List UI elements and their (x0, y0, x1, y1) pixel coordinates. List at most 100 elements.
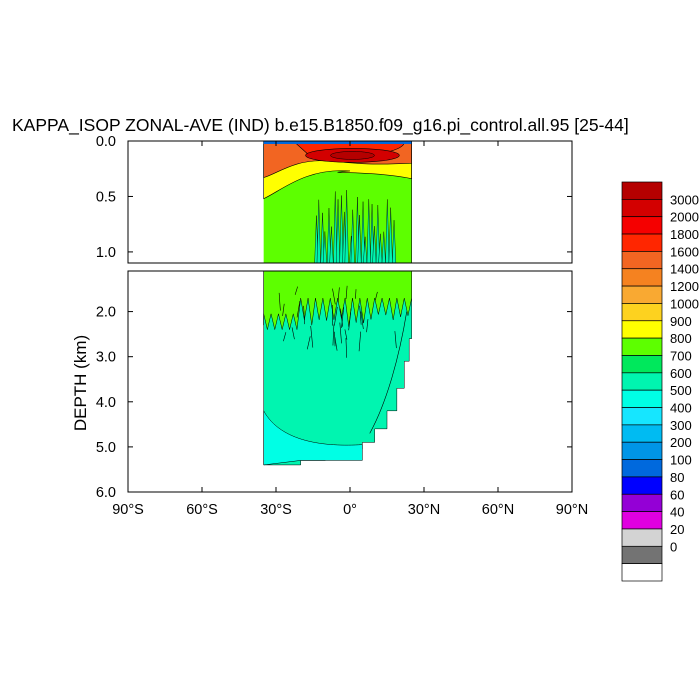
lower-y-tick-label: 4.0 (96, 395, 116, 411)
cyan-spike (339, 195, 344, 263)
colorbar-label: 1400 (670, 262, 699, 277)
contour-stroke (278, 292, 281, 311)
contour-stroke (355, 289, 357, 299)
colorbar-label: 80 (670, 470, 684, 485)
cyan-spike (333, 191, 338, 263)
cyan-spike (385, 199, 390, 263)
colorbar-swatch (621, 372, 663, 391)
cyan-spike (357, 215, 362, 263)
colorbar-swatch (621, 493, 663, 512)
lower-y-tick-label: 3.0 (96, 350, 116, 366)
cyan-spike (350, 209, 355, 263)
colorbar-label: 1000 (670, 296, 699, 311)
colorbar-label: 1200 (670, 279, 699, 294)
x-axis: 90°S 60°S 30°S 0° 30°N 60°N 90°N (112, 141, 588, 518)
cyan-spike (363, 236, 368, 263)
colorbar-swatch (621, 303, 663, 322)
colorbar-label: 500 (670, 383, 692, 398)
x-tick-label: 90°S (112, 502, 144, 518)
cyan-spike (320, 212, 325, 263)
cyan-spike (336, 199, 341, 263)
contour-stroke (334, 306, 338, 326)
lower-y-tick-label: 2.0 (96, 305, 116, 321)
colorbar-swatch (621, 181, 663, 200)
upper-green-field (263, 271, 412, 330)
surface-strip (263, 141, 412, 144)
contour-stroke (282, 303, 285, 316)
x-tick-label: 90°N (556, 502, 588, 518)
contour-stroke (291, 327, 295, 340)
colorbar-label: 900 (670, 314, 692, 329)
right-edge-contour (369, 311, 408, 434)
colorbar-swatch (621, 476, 663, 495)
colorbar-label: 2000 (670, 210, 699, 225)
colorbar-swatch (621, 389, 663, 408)
contour-stroke (334, 331, 336, 347)
colorbar-swatch (621, 563, 663, 582)
contour-stroke (332, 288, 336, 305)
colorbar-label: 800 (670, 331, 692, 346)
colorbar: 3000200018001600140012001000900800700600… (621, 181, 699, 582)
x-tick-label: 60°S (186, 502, 218, 518)
contour-stroke (340, 308, 344, 327)
y-axis: 0.0 0.5 1.0 2.0 3.0 4.0 5.0 6.0 (96, 134, 572, 501)
cyan-spike (322, 231, 327, 263)
colorbar-label: 200 (670, 435, 692, 450)
chart-title: KAPPA_ISOP ZONAL-AVE (IND) b.e15.B1850.f… (12, 115, 629, 136)
x-tick-label: 30°N (408, 502, 440, 518)
colorbar-label: 1800 (670, 227, 699, 242)
colorbar-swatch (621, 337, 663, 356)
colorbar-swatch (621, 251, 663, 270)
colorbar-label: 60 (670, 487, 684, 502)
cyan-spike (372, 226, 377, 263)
colorbar-label: 3000 (670, 192, 699, 207)
colorbar-swatch (621, 285, 663, 304)
colorbar-label: 20 (670, 522, 684, 537)
contour-stroke (348, 308, 352, 331)
contour-stroke (296, 300, 301, 318)
contour-stroke (344, 329, 348, 340)
colorbar-swatch (621, 216, 663, 235)
contour-stroke (345, 285, 348, 299)
upper-y-tick-label: 1.0 (96, 245, 116, 261)
colorbar-label: 700 (670, 348, 692, 363)
colorbar-label: 600 (670, 366, 692, 381)
deep-field (263, 271, 412, 466)
contour-stroke (294, 286, 298, 295)
colorbar-swatch (621, 268, 663, 287)
cyan-spike (375, 205, 380, 263)
colorbar-label: 40 (670, 505, 684, 520)
y-axis-label: DEPTH (km) (71, 335, 90, 431)
cyan-spike (361, 201, 366, 263)
cyan-spike (329, 226, 334, 263)
colorbar-swatch (621, 198, 663, 218)
cyan-spike (326, 208, 331, 263)
contour-stroke (360, 311, 364, 330)
contour-stroke (310, 325, 314, 348)
contour-stroke (341, 307, 345, 328)
colorbar-swatch (621, 545, 663, 565)
cyan-spike (388, 207, 393, 263)
cyan-spike (344, 190, 349, 263)
contour-stroke (303, 305, 306, 325)
contour-stroke (345, 338, 348, 358)
contour-stroke (366, 319, 369, 333)
cyan-spike (316, 199, 321, 263)
contour-stroke (358, 331, 361, 352)
x-tick-label: 30°S (260, 502, 292, 518)
contour-stroke (334, 336, 338, 351)
colorbar-label: 400 (670, 401, 692, 416)
contour-stroke (394, 331, 397, 349)
colorbar-label: 300 (670, 418, 692, 433)
contour-stroke (306, 336, 311, 350)
x-tick-label: 0° (343, 502, 357, 518)
contour-stroke (332, 324, 335, 346)
cyan-spike (370, 204, 375, 263)
colorbar-swatch (621, 459, 663, 478)
bottom-edge-band (263, 410, 363, 466)
contour-stroke (283, 332, 287, 342)
core-inner (330, 151, 375, 160)
colorbar-label: 0 (670, 539, 677, 554)
contour-stroke (339, 322, 342, 344)
